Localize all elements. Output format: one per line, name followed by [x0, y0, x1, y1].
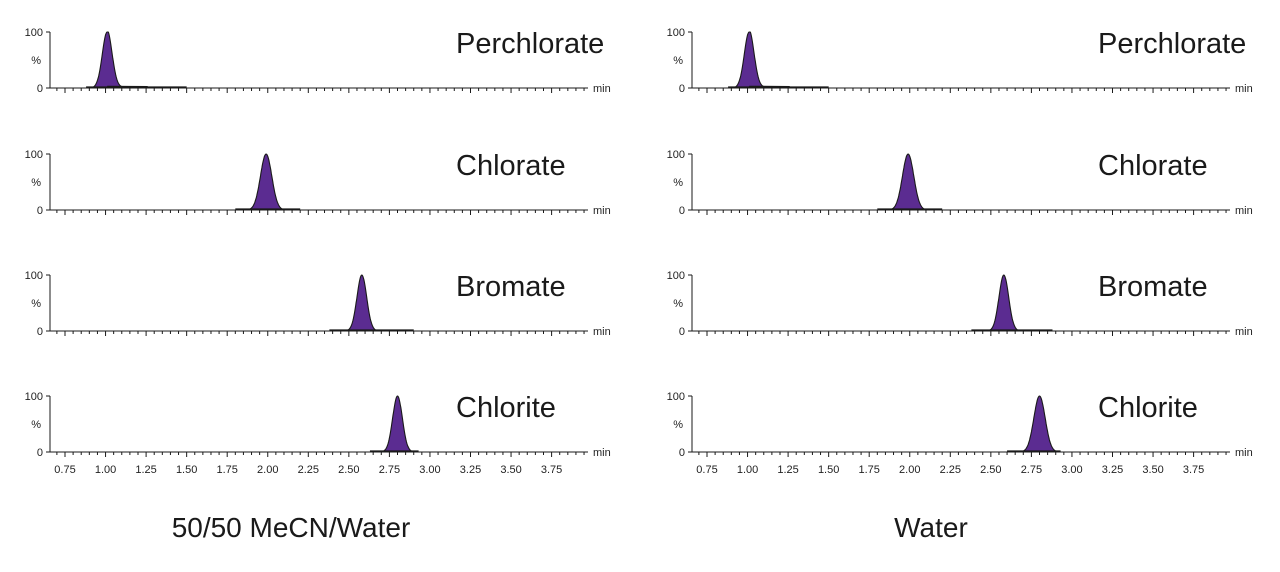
x-tick-label-1.25: 1.25	[777, 464, 798, 476]
x-tick-label-2.50: 2.50	[338, 464, 359, 476]
peak-chlorite	[1016, 395, 1063, 453]
y-unit-label: %	[31, 55, 41, 67]
y-tick-label-0: 0	[37, 205, 43, 217]
x-tick-label-1.50: 1.50	[818, 464, 839, 476]
analyte-label-chlorite: Chlorite	[456, 392, 556, 424]
trace-chlorate: 100% 0 min Chlorate	[667, 149, 1253, 217]
analyte-label-chlorate: Chlorate	[456, 150, 566, 182]
y-tick-label-100: 100	[667, 270, 685, 282]
peak-chlorate	[242, 153, 290, 211]
x-unit-label: min	[1235, 326, 1253, 338]
x-tick-label-2.75: 2.75	[1021, 464, 1042, 476]
chromatogram-panel-left: 100% 0 min Perchlorate 100% 0 min Chlorate 100% 0…	[25, 27, 611, 543]
x-tick-label-1.00: 1.00	[737, 464, 758, 476]
analyte-label-chlorate: Chlorate	[1098, 150, 1208, 182]
x-tick-label-3.25: 3.25	[460, 464, 481, 476]
trace-perchlorate: 100% 0 min Perchlorate	[25, 27, 611, 95]
condition-label: 50/50 MeCN/Water	[172, 512, 411, 543]
y-tick-label-0: 0	[37, 447, 43, 459]
x-tick-label-2.25: 2.25	[940, 464, 961, 476]
x-tick-label-3.50: 3.50	[500, 464, 521, 476]
y-tick-label-100: 100	[25, 391, 43, 403]
peak-perchlorate	[87, 31, 128, 89]
peak-perchlorate	[729, 31, 770, 89]
x-tick-label-3.75: 3.75	[1183, 464, 1204, 476]
y-tick-label-0: 0	[679, 205, 685, 217]
y-unit-label: %	[673, 298, 683, 310]
x-unit-label: min	[1235, 447, 1253, 459]
x-tick-label-0.75: 0.75	[54, 464, 75, 476]
y-unit-label: %	[673, 419, 683, 431]
y-unit-label: %	[31, 419, 41, 431]
x-unit-label: min	[1235, 205, 1253, 217]
condition-label: Water	[894, 512, 968, 543]
x-tick-label-3.75: 3.75	[541, 464, 562, 476]
trace-chlorite: 100% 0 min 0.75 1.00 1.25 1.50 1.75 2.00 2.25 2.50…	[667, 391, 1253, 476]
analyte-label-bromate: Bromate	[456, 271, 566, 303]
x-tick-label-2.75: 2.75	[379, 464, 400, 476]
peak-chlorite	[377, 395, 418, 453]
trace-bromate: 100% 0 min Bromate	[25, 270, 611, 338]
y-tick-label-100: 100	[667, 27, 685, 39]
analyte-label-chlorite: Chlorite	[1098, 392, 1198, 424]
y-tick-label-100: 100	[25, 27, 43, 39]
x-tick-label-1.50: 1.50	[176, 464, 197, 476]
analyte-label-perchlorate: Perchlorate	[456, 28, 604, 60]
analyte-label-bromate: Bromate	[1098, 271, 1208, 303]
x-tick-label-1.75: 1.75	[858, 464, 879, 476]
analyte-label-perchlorate: Perchlorate	[1098, 28, 1246, 60]
y-tick-label-100: 100	[667, 149, 685, 161]
y-unit-label: %	[673, 55, 683, 67]
x-tick-label-1.75: 1.75	[216, 464, 237, 476]
trace-chlorate: 100% 0 min Chlorate	[25, 149, 611, 217]
x-unit-label: min	[593, 447, 611, 459]
y-tick-label-0: 0	[37, 83, 43, 95]
trace-bromate: 100% 0 min Bromate	[667, 270, 1253, 338]
x-tick-label-3.25: 3.25	[1102, 464, 1123, 476]
x-tick-label-3.50: 3.50	[1142, 464, 1163, 476]
x-tick-label-3.00: 3.00	[1061, 464, 1082, 476]
x-tick-label-2.00: 2.00	[899, 464, 920, 476]
y-tick-label-0: 0	[679, 447, 685, 459]
x-unit-label: min	[593, 326, 611, 338]
x-tick-label-1.00: 1.00	[95, 464, 116, 476]
chromatogram-panel-right: 100% 0 min Perchlorate 100% 0 min Chlorate 100% 0…	[667, 27, 1253, 543]
y-tick-label-100: 100	[25, 149, 43, 161]
y-tick-label-100: 100	[25, 270, 43, 282]
x-tick-label-0.75: 0.75	[696, 464, 717, 476]
x-tick-label-3.00: 3.00	[419, 464, 440, 476]
trace-chlorite: 100% 0 min 0.75 1.00 1.25 1.50 1.75 2.00 2.25 2.50…	[25, 391, 611, 476]
y-unit-label: %	[673, 177, 683, 189]
peak-bromate	[341, 274, 382, 332]
x-unit-label: min	[593, 83, 611, 95]
x-tick-label-2.25: 2.25	[298, 464, 319, 476]
x-tick-label-2.50: 2.50	[980, 464, 1001, 476]
peak-bromate	[983, 274, 1024, 332]
x-tick-label-2.00: 2.00	[257, 464, 278, 476]
y-tick-label-0: 0	[37, 326, 43, 338]
y-tick-label-0: 0	[679, 83, 685, 95]
peak-chlorate	[884, 153, 932, 211]
y-tick-label-100: 100	[667, 391, 685, 403]
trace-perchlorate: 100% 0 min Perchlorate	[667, 27, 1253, 95]
y-tick-label-0: 0	[679, 326, 685, 338]
x-tick-label-1.25: 1.25	[135, 464, 156, 476]
x-unit-label: min	[1235, 83, 1253, 95]
x-unit-label: min	[593, 205, 611, 217]
y-unit-label: %	[31, 298, 41, 310]
y-unit-label: %	[31, 177, 41, 189]
